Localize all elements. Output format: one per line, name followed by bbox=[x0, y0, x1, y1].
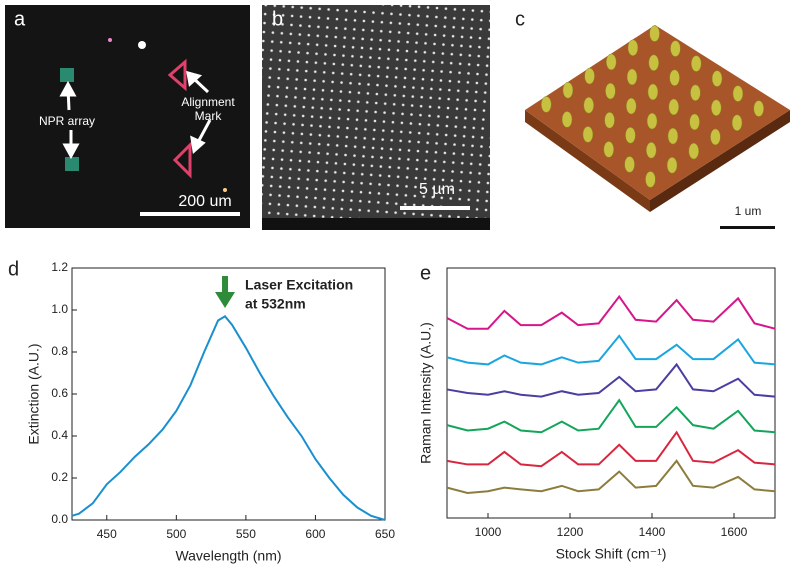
y-tick-label: 0.6 bbox=[51, 386, 68, 400]
nanopillar bbox=[670, 40, 681, 57]
nanopillar bbox=[753, 100, 764, 117]
scale-bar bbox=[400, 206, 470, 210]
panel-letter: d bbox=[8, 258, 19, 280]
panel-letter: c bbox=[515, 8, 525, 30]
surface-side bbox=[650, 110, 790, 212]
scale-label: 1 um bbox=[735, 204, 762, 218]
plot-frame bbox=[71, 267, 386, 521]
panel-a: a NPR array Alignment Mark 200 um bbox=[5, 5, 250, 228]
arrow-head bbox=[215, 292, 236, 308]
x-axis-label: Stock Shift (cm⁻¹) bbox=[556, 546, 667, 562]
series-line bbox=[446, 430, 776, 468]
y-tick-label: 0.0 bbox=[51, 512, 68, 526]
label: Mark bbox=[195, 109, 223, 123]
nanopillar bbox=[711, 99, 722, 116]
x-tick-label: 650 bbox=[375, 527, 395, 541]
x-tick-label: 550 bbox=[236, 527, 256, 541]
y-axis-label: Extinction (A.U.) bbox=[26, 343, 42, 444]
nanopillar bbox=[669, 69, 680, 86]
series-line bbox=[446, 398, 776, 434]
speck bbox=[138, 41, 146, 49]
nanopillar bbox=[689, 113, 700, 131]
micrograph bbox=[5, 5, 250, 228]
speck bbox=[108, 38, 112, 42]
nanopillar bbox=[666, 157, 678, 174]
x-tick-label: 1400 bbox=[639, 525, 666, 539]
y-tick-label: 1.2 bbox=[51, 260, 68, 274]
nanopillar bbox=[561, 111, 573, 128]
nanopillar bbox=[691, 55, 702, 72]
nanopillar bbox=[668, 98, 679, 116]
series-line bbox=[446, 362, 776, 398]
nanopillar bbox=[627, 39, 639, 56]
npr-array bbox=[65, 157, 79, 171]
nanopillar bbox=[625, 127, 636, 144]
nanopillar bbox=[605, 82, 616, 100]
nanopillar bbox=[648, 54, 659, 71]
nanopillar bbox=[732, 85, 744, 102]
x-tick-label: 600 bbox=[305, 527, 325, 541]
plot-frame bbox=[446, 267, 776, 519]
nanopillar bbox=[603, 141, 614, 158]
y-axis-label: Raman Intensity (A.U.) bbox=[418, 322, 434, 464]
alignment-mark bbox=[172, 141, 192, 179]
nanopillar bbox=[584, 67, 595, 85]
y-tick-label: 1.0 bbox=[51, 302, 68, 316]
label: NPR array bbox=[39, 114, 95, 128]
nanopillar bbox=[649, 25, 660, 42]
x-tick-label: 1600 bbox=[721, 525, 748, 539]
series-line bbox=[446, 334, 776, 366]
scale-bar bbox=[720, 226, 775, 229]
x-tick-label: 1200 bbox=[557, 525, 584, 539]
panel-c: c 1 um bbox=[515, 8, 790, 229]
panel-letter: b bbox=[272, 8, 283, 30]
panel-b: b 5 µm bbox=[262, 5, 490, 230]
nanopillar bbox=[583, 97, 594, 114]
nanopillar bbox=[626, 97, 637, 115]
nanopillar bbox=[604, 112, 615, 129]
label: Alignment bbox=[181, 95, 235, 109]
scale-bar bbox=[140, 212, 240, 216]
x-axis-label: Wavelength (nm) bbox=[175, 548, 281, 564]
nanopillar bbox=[647, 83, 659, 101]
scale-label: 5 µm bbox=[419, 181, 455, 198]
npr-array bbox=[60, 68, 74, 82]
nanopillar bbox=[667, 127, 679, 145]
panel-letter: e bbox=[420, 262, 431, 284]
speck bbox=[223, 188, 227, 192]
alignment-mark bbox=[167, 58, 187, 92]
y-tick-label: 0.2 bbox=[51, 470, 68, 484]
nanopillar bbox=[645, 171, 656, 188]
annotation: Laser Excitation bbox=[245, 277, 353, 293]
x-tick-label: 1000 bbox=[475, 525, 502, 539]
arrows bbox=[59, 70, 212, 160]
nanopillar bbox=[626, 68, 638, 86]
nanopillar bbox=[646, 142, 657, 159]
nanopillar bbox=[646, 112, 658, 130]
series-line bbox=[446, 459, 776, 495]
nanopillar bbox=[688, 142, 699, 160]
series-line bbox=[446, 294, 776, 330]
micrograph bbox=[262, 5, 490, 230]
x-tick-label: 500 bbox=[166, 527, 186, 541]
y-tick-label: 0.8 bbox=[51, 344, 68, 358]
nanopillar bbox=[711, 70, 723, 87]
nanopillar bbox=[690, 84, 701, 101]
nanopillar bbox=[710, 128, 721, 146]
surface-side bbox=[525, 110, 650, 212]
panel-letter: a bbox=[14, 8, 26, 30]
nanopillar bbox=[624, 156, 635, 173]
nanopillar bbox=[582, 126, 594, 143]
info-strip bbox=[262, 218, 490, 230]
scale-label: 200 um bbox=[178, 193, 231, 210]
annotation: at 532nm bbox=[245, 296, 306, 312]
nanopillar bbox=[606, 53, 617, 71]
nanopillar bbox=[731, 114, 743, 131]
x-tick-label: 450 bbox=[97, 527, 117, 541]
nanopillar bbox=[541, 96, 552, 113]
y-tick-label: 0.4 bbox=[51, 428, 68, 442]
series-line bbox=[71, 314, 386, 521]
nanopillar bbox=[562, 82, 574, 99]
